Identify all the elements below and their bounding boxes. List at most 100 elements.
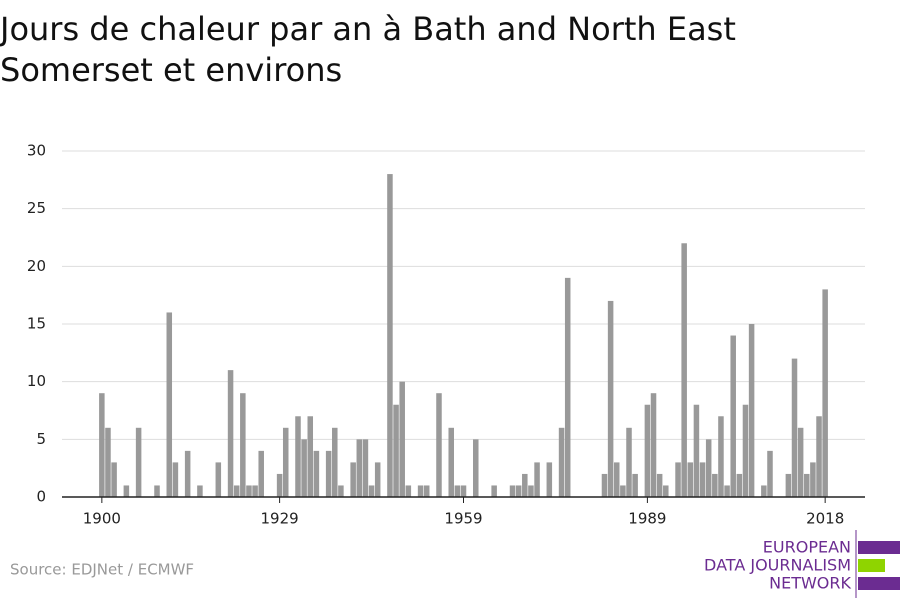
bar [515,485,522,497]
bar [387,174,393,498]
bar [417,485,424,497]
bar [712,473,718,497]
bar [785,473,792,497]
chart-title: Somerset et environs [0,51,342,89]
bar [368,485,375,497]
bar [509,485,516,497]
bar [99,393,105,497]
bar [699,462,706,497]
bar [460,485,467,497]
bar [620,485,626,497]
bar [730,335,736,497]
bar [399,381,405,497]
bar [522,473,528,497]
bar [607,300,614,497]
bar [405,485,412,497]
bar [797,427,804,497]
bar [810,462,816,497]
bar [393,404,399,497]
bar [227,370,234,497]
bar [233,485,240,497]
bar [626,427,632,497]
y-tick-label: 10 [27,372,46,390]
bar [197,485,203,497]
bar [307,416,314,497]
bar [325,450,332,497]
y-tick-label: 20 [27,257,46,275]
bar [718,416,724,497]
bar [184,450,191,497]
bar [724,485,730,497]
bar [705,439,712,497]
bar [313,450,320,497]
bar [473,439,479,497]
bar [295,416,301,497]
bar [111,462,117,497]
bar [791,358,798,497]
bar [675,462,681,497]
bar [736,473,743,497]
bar [172,462,179,497]
x-tick-label: 1959 [444,510,482,528]
bar [154,485,160,497]
bar [546,462,553,497]
bar [282,427,289,497]
bar [613,462,620,497]
bar [491,485,497,497]
bar [135,427,142,497]
bar [258,450,264,497]
bar [761,485,767,497]
bar [123,485,130,497]
bar [528,485,534,497]
x-tick-label: 1900 [83,510,121,528]
bar [693,404,700,497]
bar [215,462,222,497]
bar [246,485,252,497]
logo-text: NETWORK [769,574,851,593]
bar [656,473,663,497]
bar [332,427,338,497]
y-tick-label: 25 [27,199,46,217]
bar [650,393,657,497]
bar [454,485,461,497]
logo-bar [858,559,885,572]
bar [663,485,669,497]
logo-text: DATA JOURNALISM [704,556,851,575]
bar [601,473,608,497]
bar [338,485,344,497]
bar [681,243,687,497]
bar [356,439,363,497]
bar [632,473,638,497]
logo-bar [858,577,900,590]
bar [558,427,565,497]
bar [822,289,828,497]
bar [804,473,810,497]
bar [448,427,454,497]
bar [240,393,246,497]
bar [374,462,381,497]
y-tick-label: 30 [27,142,46,160]
chart-title: Jours de chaleur par an à Bath and North… [0,10,736,48]
bar [687,462,694,497]
bar [742,404,749,497]
bar [423,485,430,497]
bar [564,277,571,497]
bar [748,324,755,497]
bar [166,312,173,497]
bar [767,450,773,497]
bar [436,393,442,497]
x-tick-label: 1929 [261,510,299,528]
bar [276,473,283,497]
x-tick-label: 2018 [806,510,844,528]
logo-bar [858,541,900,554]
bar [534,462,540,497]
bar [301,439,307,497]
source: Source: EDJNet / ECMWF [10,561,194,579]
bar [252,485,258,497]
bar [362,439,369,497]
bar [350,462,356,497]
y-tick-label: 5 [36,430,46,448]
bar [816,416,822,497]
bar [105,427,111,497]
